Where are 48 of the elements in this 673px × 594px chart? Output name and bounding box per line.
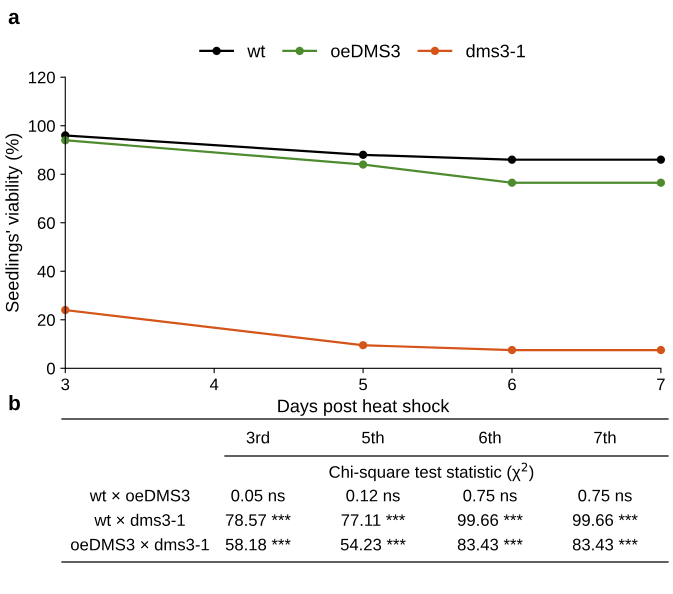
y-tick-label: 100	[29, 120, 55, 132]
text: 83.43 ***	[572, 538, 638, 550]
text: 0.12 ns	[346, 490, 400, 502]
x-axis-title: Days post heat shock	[278, 399, 450, 416]
y-axis-title: Seedlings' viability (%)	[5, 134, 22, 312]
point	[508, 346, 516, 354]
point	[358, 160, 368, 169]
text: 58.18 ***	[226, 538, 291, 550]
x-tick-label: 7	[657, 378, 665, 390]
y-tick-label: 120	[29, 72, 55, 84]
text: Chi-square test statistic (χ$^{2}$)	[329, 462, 534, 482]
y-tick-label: 20	[38, 314, 55, 326]
x-tick-label: 5	[359, 378, 368, 390]
y-tick-label: 40	[37, 266, 55, 278]
text: b	[9, 395, 20, 410]
legend-label: dms3-1	[466, 44, 525, 58]
legend-label: oeDMS3	[331, 44, 400, 58]
point	[358, 341, 368, 350]
point	[656, 178, 666, 187]
text: 0.05 ns	[231, 490, 285, 502]
point	[508, 178, 516, 187]
point	[656, 346, 666, 354]
text: 99.66 ***	[572, 514, 638, 526]
y-tick-label: 80	[38, 168, 55, 180]
category-label: 5th	[362, 431, 384, 444]
text: 54.23 ***	[340, 538, 406, 550]
x-tick-label: 6	[508, 378, 516, 390]
category-label: 6th	[479, 431, 501, 444]
text: 99.66 ***	[458, 514, 523, 526]
category-label: wt × oeDMS3	[90, 490, 190, 502]
category-label: oeDMS3 × dms3-1	[70, 538, 209, 550]
category-label: 3rd	[246, 431, 269, 444]
x-tick-label: 3	[61, 378, 70, 390]
y-tick-label: 60	[38, 217, 55, 229]
category-label: wt × dms3-1	[94, 514, 185, 526]
text: 0.75 ns	[463, 490, 517, 502]
text: 77.11 ***	[342, 514, 406, 526]
legend-label: wt	[247, 46, 266, 58]
x-tick-label: 4	[210, 378, 218, 390]
y-tick-label: 0	[46, 362, 55, 374]
text: 83.43 ***	[458, 538, 523, 550]
point	[358, 150, 368, 160]
category-label: 7th	[594, 431, 616, 444]
point	[508, 156, 516, 164]
chart-title: a	[8, 12, 20, 24]
text: 78.57 ***	[226, 514, 291, 526]
text: 0.75 ns	[578, 490, 632, 502]
point	[656, 156, 666, 164]
